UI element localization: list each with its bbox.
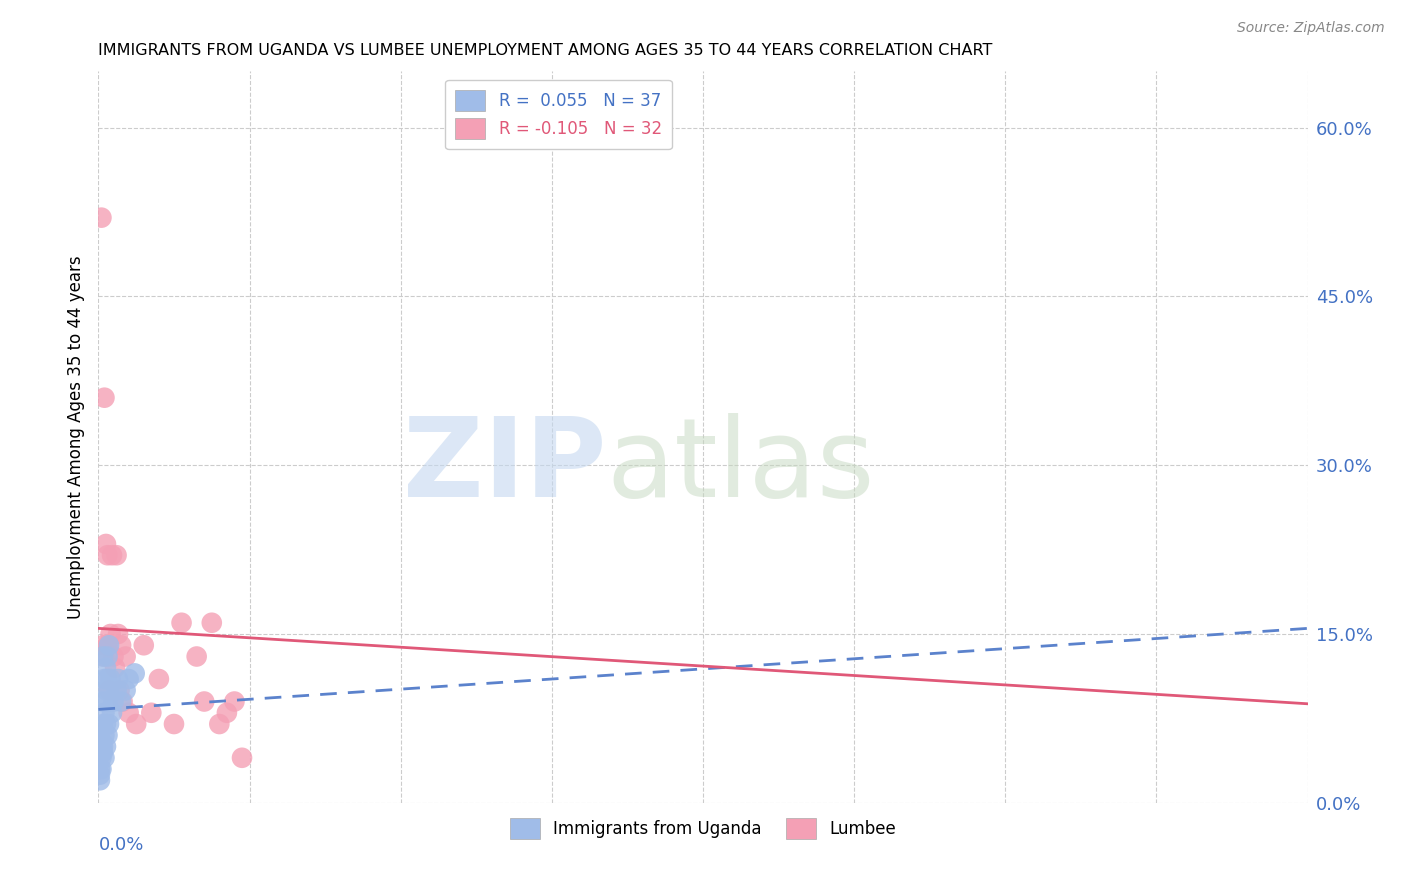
Point (98, 638, 121, 652)
Point (89, 773, 111, 788)
Point (215, 706, 238, 720)
Point (94, 537, 117, 551)
Point (91, 717, 114, 731)
Text: Source: ZipAtlas.com: Source: ZipAtlas.com (1237, 21, 1385, 35)
Point (90, 745, 112, 759)
Point (91, 649, 114, 664)
Point (100, 627, 122, 641)
Legend: Immigrants from Uganda, Lumbee: Immigrants from Uganda, Lumbee (503, 811, 903, 846)
Point (124, 666, 146, 681)
Point (114, 683, 136, 698)
Point (132, 638, 155, 652)
Point (94, 739, 117, 754)
Text: ZIP: ZIP (404, 413, 606, 520)
Point (96, 694, 118, 708)
Point (93, 751, 115, 765)
Y-axis label: Unemployment Among Ages 35 to 44 years: Unemployment Among Ages 35 to 44 years (66, 255, 84, 619)
Point (90, 734, 112, 748)
Point (107, 672, 129, 686)
Point (91, 745, 114, 759)
Point (100, 672, 122, 686)
Point (125, 717, 148, 731)
Point (186, 649, 208, 664)
Point (110, 638, 132, 652)
Point (90, 751, 112, 765)
Point (101, 706, 124, 720)
Point (224, 694, 246, 708)
Point (103, 694, 125, 708)
Point (90, 762, 112, 776)
Point (89, 762, 111, 776)
Point (148, 672, 170, 686)
Point (96, 548, 118, 562)
Text: IMMIGRANTS FROM UGANDA VS LUMBEE UNEMPLOYMENT AMONG AGES 35 TO 44 YEARS CORRELAT: IMMIGRANTS FROM UGANDA VS LUMBEE UNEMPLO… (98, 43, 993, 58)
Point (94, 661, 117, 675)
Point (98, 717, 121, 731)
Point (101, 548, 124, 562)
Point (104, 661, 127, 675)
Point (93, 706, 115, 720)
Point (98, 683, 121, 698)
Point (96, 728, 118, 742)
Point (93, 649, 115, 664)
Point (110, 694, 132, 708)
Point (114, 649, 136, 664)
Point (201, 615, 224, 630)
Point (94, 717, 117, 731)
Point (91, 739, 114, 754)
Point (105, 548, 128, 562)
Point (90, 739, 112, 754)
Text: 0.0%: 0.0% (98, 836, 143, 854)
Point (208, 717, 231, 731)
Point (163, 717, 186, 731)
Point (111, 694, 134, 708)
Point (170, 615, 193, 630)
Point (91, 638, 114, 652)
Point (96, 672, 118, 686)
Point (107, 627, 129, 641)
Point (105, 683, 128, 698)
Point (89, 767, 111, 781)
Point (193, 694, 215, 708)
Point (118, 706, 141, 720)
Point (93, 391, 115, 405)
Point (94, 683, 117, 698)
Point (93, 728, 115, 742)
Point (96, 638, 118, 652)
Point (103, 649, 125, 664)
Text: atlas: atlas (606, 413, 875, 520)
Point (98, 683, 121, 698)
Point (141, 706, 163, 720)
Point (93, 672, 115, 686)
Point (91, 694, 114, 708)
Point (90, 211, 112, 225)
Point (118, 672, 141, 686)
Point (108, 683, 131, 698)
Point (231, 751, 253, 765)
Point (96, 649, 118, 664)
